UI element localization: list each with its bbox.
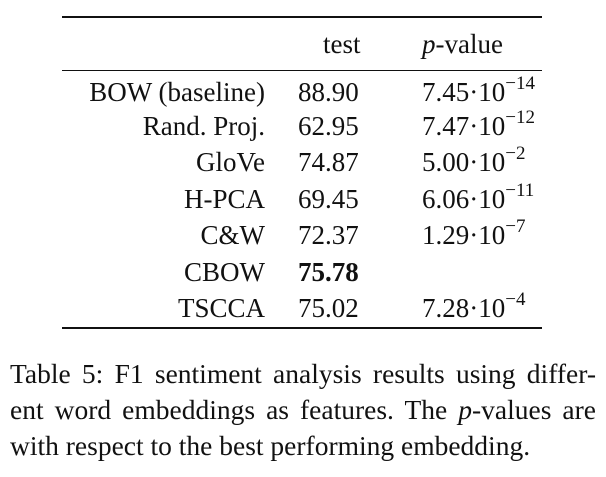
p-base: ·10 — [469, 110, 506, 141]
table-row: C&W 72.37 1.29·10−7 — [62, 216, 542, 255]
p-mantissa: 7.28 — [422, 293, 470, 324]
p-exponent: −7 — [505, 216, 526, 238]
top-rule — [62, 16, 542, 18]
row-test-score: 88.90 — [298, 77, 359, 108]
results-table: test p-value — [62, 18, 542, 70]
table-row: Rand. Proj. 62.95 7.47·10−12 — [62, 108, 542, 145]
table-row: BOW (baseline) 88.90 7.45·10−14 — [62, 71, 542, 108]
p-mantissa: 5.00 — [422, 147, 470, 178]
header-test: test — [323, 28, 361, 59]
p-exponent: −11 — [505, 179, 535, 201]
p-exponent: −2 — [505, 143, 526, 165]
table-row: CBOW 75.78 — [62, 254, 542, 291]
row-embedding-name: Rand. Proj. — [142, 110, 265, 141]
row-test-score: 75.02 — [298, 293, 359, 324]
row-p-value: 7.47·10−12 — [397, 108, 542, 145]
p-base: ·10 — [469, 77, 506, 108]
row-p-value: 7.45·10−14 — [397, 71, 542, 108]
row-test-score: 74.87 — [298, 147, 359, 178]
header-p-suffix: -value — [435, 28, 503, 59]
p-exponent: −12 — [505, 106, 535, 128]
table-row: GloVe 74.87 5.00·10−2 — [62, 143, 542, 182]
row-embedding-name: CBOW — [184, 256, 265, 287]
results-table-container: test p-value BOW (baseline) 88.90 7.45·10−… — [62, 16, 542, 330]
header-name-cell — [62, 18, 275, 70]
row-embedding-name: H-PCA — [183, 183, 265, 214]
p-base: ·10 — [469, 183, 506, 214]
row-embedding-name: TSCCA — [177, 293, 265, 324]
row-test-score: 72.37 — [298, 220, 359, 251]
row-embedding-name: GloVe — [196, 147, 265, 178]
p-exponent: −14 — [505, 73, 535, 95]
row-p-value: 7.28·10−4 — [397, 289, 542, 328]
table-caption: Table 5: F1 sentiment analysis results u… — [10, 356, 596, 464]
table-row: TSCCA 75.02 7.28·10−4 — [62, 289, 542, 328]
p-mantissa: 7.47 — [422, 110, 470, 141]
caption-text-1: Table 5: F1 sentiment analysis results u… — [10, 358, 596, 425]
header-p-value: p-value — [397, 18, 542, 70]
p-mantissa: 6.06 — [422, 183, 470, 214]
row-test-score: 69.45 — [298, 183, 359, 214]
table-row: H-PCA 69.45 6.06·10−11 — [62, 181, 542, 218]
row-p-value: 5.00·10−2 — [397, 143, 542, 182]
p-base: ·10 — [469, 220, 506, 251]
caption-text-2: -values are with respect to the best per… — [10, 394, 596, 461]
header-p-variable: p — [422, 28, 436, 59]
table-header-row: test p-value — [62, 18, 542, 70]
p-mantissa: 7.45 — [422, 77, 470, 108]
p-exponent: −4 — [505, 289, 526, 311]
results-table-body: BOW (baseline) 88.90 7.45·10−14 Rand. Proj.… — [62, 71, 542, 327]
row-test-score: 62.95 — [298, 110, 359, 141]
bottom-rule — [62, 327, 542, 330]
row-embedding-name: BOW (baseline) — [89, 77, 265, 108]
row-embedding-name: C&W — [200, 220, 266, 251]
p-mantissa: 1.29 — [422, 220, 470, 251]
header-rule — [62, 70, 542, 72]
row-p-value — [397, 254, 542, 291]
p-base: ·10 — [469, 147, 506, 178]
row-p-value: 1.29·10−7 — [397, 216, 542, 255]
row-p-value: 6.06·10−11 — [397, 181, 542, 218]
row-test-score: 75.78 — [298, 256, 359, 287]
p-base: ·10 — [469, 293, 506, 324]
caption-p-variable: p — [458, 394, 472, 425]
